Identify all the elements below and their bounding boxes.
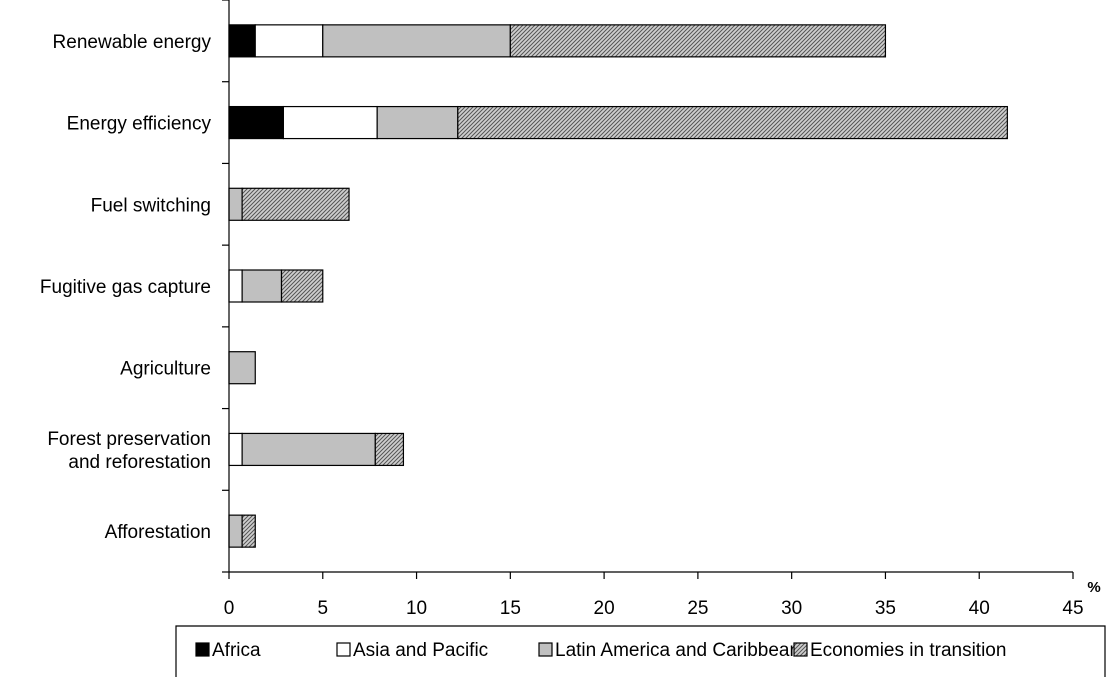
x-unit-label: % xyxy=(1087,579,1100,596)
bar-fuel-switching-economies-in-transition xyxy=(241,187,350,221)
category-label: Renewable energy xyxy=(53,32,212,53)
bar-fuel-switching-latin-america-and-caribbean xyxy=(228,187,243,221)
bar-renewable-energy-economies-in-transition xyxy=(509,24,887,58)
x-tick-label: 45 xyxy=(1062,598,1083,619)
x-tick-label: 20 xyxy=(594,598,615,619)
legend-label-africa: Africa xyxy=(212,640,261,661)
category-label: Agriculture xyxy=(120,359,211,380)
x-tick-label: 25 xyxy=(687,598,708,619)
legend: Africa Asia and Pacific Latin America and … xyxy=(175,625,1106,677)
x-tick-label: 40 xyxy=(969,598,990,619)
legend-swatch-africa xyxy=(195,642,210,657)
x-tick-label: 35 xyxy=(875,598,896,619)
x-tick-label: 30 xyxy=(781,598,802,619)
category-label: Fuel switching xyxy=(91,195,211,216)
bar-afforestation-latin-america-and-caribbean xyxy=(228,514,243,548)
bar-energy-efficiency-africa xyxy=(228,105,284,140)
bar-energy-efficiency-economies-in-transition xyxy=(457,105,1008,140)
legend-label-latin-america-and-caribbean: Latin America and Caribbean xyxy=(555,640,800,661)
x-tick-labels: 0 5 10 15 20 25 30 35 40 45 xyxy=(224,598,1084,619)
bar-layer xyxy=(228,24,1008,548)
x-tick-label: 15 xyxy=(500,598,521,619)
bar-forest-preservation-and-reforestation-economies-in-transition xyxy=(374,432,405,467)
bar-forest-preservation-and-reforestation-asia-and-pacific xyxy=(228,432,243,467)
x-tick-label: 0 xyxy=(224,598,235,619)
category-label: Energy efficiency xyxy=(67,114,212,135)
legend-frame xyxy=(175,625,1106,677)
bar-renewable-energy-latin-america-and-caribbean xyxy=(322,24,511,58)
bar-renewable-energy-asia-and-pacific xyxy=(254,24,324,58)
legend-label-asia-and-pacific: Asia and Pacific xyxy=(353,640,488,661)
legend-swatch-economies-in-transition xyxy=(793,642,808,657)
bar-energy-efficiency-asia-and-pacific xyxy=(282,105,378,140)
legend-swatch-asia-and-pacific xyxy=(336,642,351,657)
bar-fugitive-gas-capture-asia-and-pacific xyxy=(228,269,243,303)
axes xyxy=(222,0,1074,579)
bar-forest-preservation-and-reforestation-latin-america-and-caribbean xyxy=(241,432,376,467)
category-label: Forest preservation xyxy=(47,429,211,450)
category-label: and reforestation xyxy=(68,452,211,473)
bar-fugitive-gas-capture-economies-in-transition xyxy=(280,269,324,303)
bar-fugitive-gas-capture-latin-america-and-caribbean xyxy=(241,269,283,303)
category-label: Afforestation xyxy=(105,522,211,543)
x-tick-label: 5 xyxy=(317,598,328,619)
legend-label-economies-in-transition: Economies in transition xyxy=(810,640,1006,661)
category-label: Fugitive gas capture xyxy=(40,277,211,298)
legend-swatch-latin-america-and-caribbean xyxy=(538,642,553,657)
bar-renewable-energy-africa xyxy=(228,24,256,58)
bar-afforestation-economies-in-transition xyxy=(241,514,256,548)
x-tick-label: 10 xyxy=(406,598,427,619)
category-labels: Renewable energy Energy efficiency Fuel sw… xyxy=(40,32,212,543)
bar-agriculture-latin-america-and-caribbean xyxy=(228,351,256,385)
bar-energy-efficiency-latin-america-and-caribbean xyxy=(376,105,459,140)
